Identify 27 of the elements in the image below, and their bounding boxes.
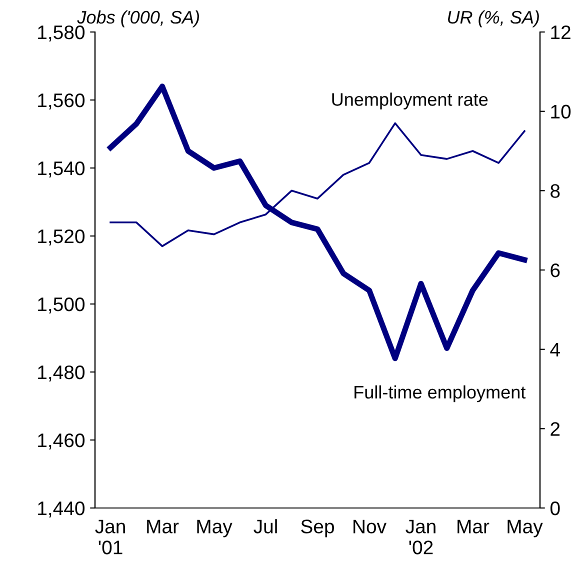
y-tick-label: 1,460 (38, 433, 85, 450)
x-tick-label: Mar (458, 520, 490, 534)
y2-tick-label: 10 (551, 104, 571, 119)
x-tick-label: Sep (301, 520, 334, 538)
x-tick-label: Jan '01 (95, 520, 125, 554)
y-tick-label: 1,480 (38, 365, 85, 382)
x-tick-label: Mar (147, 520, 179, 534)
y2-tick-label: 2 (550, 422, 560, 436)
x-tick-label: May (197, 520, 232, 538)
y-tick-label: 1,560 (38, 93, 85, 110)
x-tick-label: Nov (354, 520, 386, 534)
y2-tick-label: 12 (551, 25, 570, 40)
y-tick-label: 1,580 (38, 25, 85, 42)
y-tick-label: 1,440 (38, 501, 85, 518)
y2-axis-title: UR (%, SA) (448, 10, 539, 28)
y2-tick-label: 4 (550, 343, 560, 356)
y2-tick-label: 0 (550, 501, 560, 516)
y2-tick-label: 6 (550, 263, 560, 278)
text: Full-time employment (354, 385, 526, 402)
x-tick-label: Jan '02 (406, 520, 436, 554)
series-label: Unemployment rate (332, 92, 488, 110)
y2-tick-label: 8 (550, 184, 560, 198)
y-tick-label: 1,520 (38, 229, 85, 246)
y-tick-label: 1,500 (38, 297, 85, 314)
y-tick-label: 1,540 (38, 161, 85, 178)
x-tick-label: May (508, 520, 543, 538)
x-tick-label: Jul (254, 519, 277, 534)
